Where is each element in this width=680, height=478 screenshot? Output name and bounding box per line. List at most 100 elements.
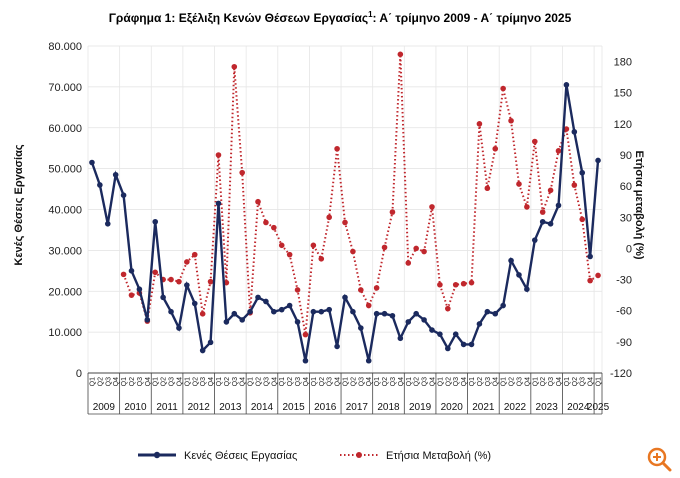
data-point-job-vacancies (223, 319, 230, 325)
right-tick-label: 150 (614, 88, 632, 100)
data-point-job-vacancies (239, 317, 245, 323)
data-point-annual-change (500, 85, 506, 92)
quarter-tick-label: Q2 (97, 377, 104, 386)
chart-title-rest: : Α΄ τρίμηνο 2009 - Α΄ τρίμηνο 2025 (373, 11, 572, 25)
data-point-job-vacancies (310, 308, 317, 315)
year-label: 2010 (124, 402, 147, 413)
left-axis-label: Κενές Θέσεις Εργασίας (13, 144, 25, 265)
data-point-annual-change (271, 224, 277, 231)
year-label: 2024 (567, 402, 590, 413)
data-point-annual-change (413, 245, 419, 252)
data-point-job-vacancies (207, 339, 214, 346)
data-point-job-vacancies (595, 157, 601, 164)
right-axis-ticks: -120 -90 -60 -30 0 30 60 90 120 150 180 (610, 57, 632, 380)
data-point-annual-change (358, 287, 364, 293)
year-label: 2023 (536, 402, 559, 413)
left-axis-ticks: 0 10.000 20.000 30.000 40.000 50.000 60.000 70.… (48, 41, 82, 380)
data-point-annual-change (239, 169, 245, 176)
year-label: 2025 (587, 402, 610, 413)
data-point-annual-change (539, 209, 546, 215)
data-point-job-vacancies (104, 221, 111, 227)
quarter-tick-label: Q4 (524, 377, 531, 386)
quarter-tick-label: Q3 (232, 377, 239, 386)
quarter-tick-label: Q3 (327, 377, 334, 386)
data-point-annual-change (476, 121, 483, 127)
data-point-annual-change (373, 285, 380, 291)
data-point-annual-change (563, 126, 570, 132)
data-point-annual-change (294, 287, 301, 293)
data-point-annual-change (326, 214, 332, 221)
quarter-tick-label: Q1 (596, 377, 603, 386)
data-point-annual-change (120, 271, 127, 278)
data-point-annual-change (460, 280, 467, 287)
quarter-tick-label: Q2 (572, 377, 579, 386)
data-point-annual-change (587, 277, 593, 284)
year-label: 2016 (314, 402, 337, 413)
quarter-tick-label: Q3 (105, 377, 112, 386)
data-point-annual-change (215, 152, 222, 158)
year-label: 2013 (219, 402, 242, 413)
year-label: 2019 (409, 402, 432, 413)
quarter-tick-label: Q1 (374, 377, 381, 386)
data-point-job-vacancies (365, 357, 372, 364)
quarter-tick-label: Q2 (382, 377, 389, 386)
data-point-job-vacancies (579, 169, 586, 176)
data-point-annual-change (429, 204, 435, 210)
data-point-job-vacancies (302, 357, 309, 364)
quarter-tick-label: Q4 (588, 377, 595, 386)
quarter-tick-label: Q3 (295, 377, 302, 386)
data-point-job-vacancies (255, 294, 261, 301)
data-point-job-vacancies (136, 286, 143, 293)
data-point-job-vacancies (587, 253, 593, 260)
legend-marker-change (356, 452, 362, 458)
data-point-job-vacancies (152, 218, 159, 225)
quarter-tick-label: Q2 (319, 377, 326, 386)
left-tick-label: 0 (76, 368, 82, 380)
quarter-tick-label: Q4 (271, 377, 278, 386)
data-point-annual-change (199, 311, 206, 317)
data-point-job-vacancies (97, 182, 103, 188)
zoom-in-icon[interactable] (646, 446, 672, 472)
data-point-annual-change (421, 248, 427, 255)
data-point-job-vacancies (500, 302, 506, 309)
svg-text:Γράφημα 1: Εξέλιξη Κενών Θέσεω: Γράφημα 1: Εξέλιξη Κενών Θέσεων Εργασίας… (109, 10, 572, 25)
quarter-tick-label: Q2 (256, 377, 263, 386)
data-point-job-vacancies (445, 345, 451, 352)
data-point-annual-change (524, 204, 530, 210)
data-point-annual-change (191, 251, 198, 258)
data-point-job-vacancies (389, 312, 396, 319)
data-point-annual-change (255, 198, 261, 205)
quarter-tick-label: Q1 (279, 377, 286, 386)
data-point-job-vacancies (429, 327, 435, 333)
quarter-tick-label: Q3 (358, 377, 365, 386)
quarter-tick-label: Q1 (469, 377, 476, 386)
data-point-annual-change (516, 181, 522, 187)
quarter-tick-label: Q4 (429, 377, 436, 386)
data-point-annual-change (492, 145, 499, 152)
data-point-job-vacancies (271, 308, 277, 315)
data-point-annual-change (184, 259, 190, 265)
data-point-annual-change (437, 281, 443, 288)
data-point-job-vacancies (278, 306, 285, 313)
quarter-tick-label: Q3 (200, 377, 207, 386)
quarter-tick-label: Q3 (516, 377, 523, 386)
left-tick-label: 60.000 (48, 123, 82, 135)
left-tick-label: 70.000 (48, 82, 82, 94)
data-point-job-vacancies (215, 200, 222, 207)
quarter-tick-label: Q1 (121, 377, 128, 386)
right-tick-label: 90 (620, 150, 632, 162)
quarter-tick-label: Q3 (137, 377, 144, 386)
quarter-tick-label: Q2 (509, 377, 516, 386)
quarter-tick-label: Q1 (406, 377, 413, 386)
data-point-job-vacancies (120, 192, 127, 198)
quarter-tick-label: Q1 (216, 377, 223, 386)
data-point-annual-change (231, 63, 238, 70)
quarter-tick-label: Q3 (580, 377, 587, 386)
data-point-annual-change (381, 244, 388, 251)
data-point-job-vacancies (247, 308, 253, 315)
data-point-annual-change (302, 331, 309, 338)
year-label: 2021 (472, 402, 495, 413)
year-label: 2020 (441, 402, 464, 413)
left-tick-label: 20.000 (48, 286, 82, 298)
right-tick-label: 60 (620, 181, 632, 193)
